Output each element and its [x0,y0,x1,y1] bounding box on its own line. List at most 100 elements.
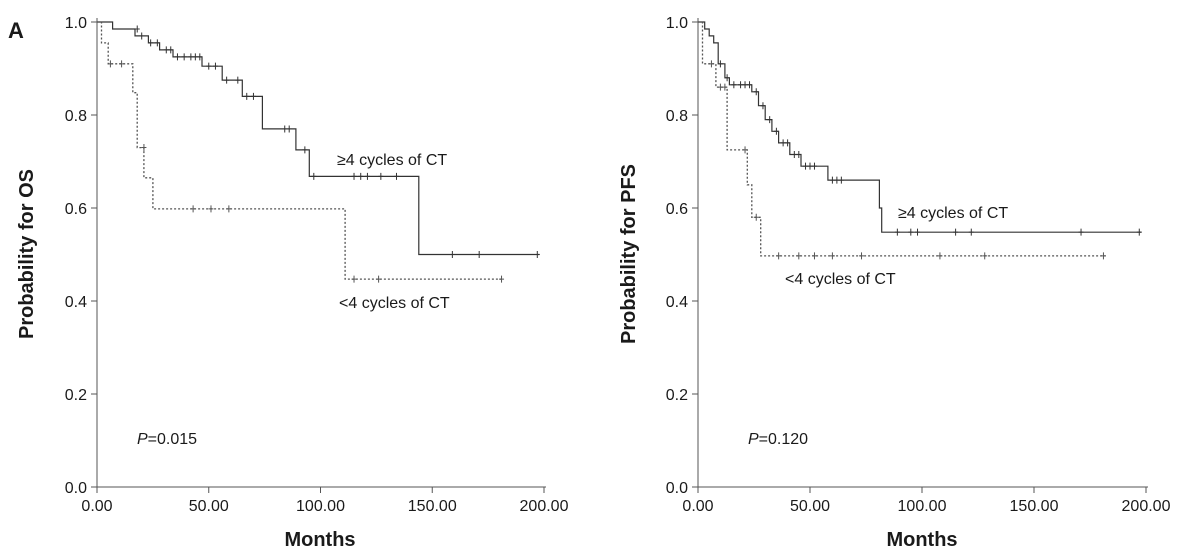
pfs-censor-mark-4-plus [753,88,759,96]
pfs-censor-mark-under-4 [811,252,817,260]
os-y-tick-label: 0.6 [65,201,87,218]
pfs-series-label-4-plus: ≥4 cycles of CT [898,205,1008,222]
os-censor-mark-4-plus [206,62,212,70]
os-censor-mark-under-4 [376,275,382,283]
pfs-p-value-number: =0.120 [759,431,808,448]
pfs-censor-mark-4-plus [780,139,786,147]
pfs-censor-mark-under-4 [717,83,723,91]
pfs-x-tick-label: 200.00 [1122,498,1171,515]
pfs-p-value: P=0.120 [748,431,808,448]
os-censor-mark-under-4 [107,60,113,68]
pfs-censor-mark-under-4 [742,146,748,154]
pfs-curve-4-plus [698,21,1142,233]
pfs-censor-mark-under-4 [722,83,728,91]
os-censor-mark-4-plus [235,76,241,84]
os-x-tick-label: 150.00 [408,498,457,515]
pfs-series-label-under-4: <4 cycles of CT [785,271,896,288]
pfs-censor-mark-under-4 [937,252,943,260]
pfs-censor-mark-under-4 [708,60,714,68]
pfs-censor-mark-4-plus [731,81,737,89]
os-p-value-number: =0.015 [148,431,197,448]
pfs-censor-mark-4-plus [796,151,802,159]
os-censor-mark-4-plus [351,172,357,180]
pfs-censor-mark-4-plus [738,81,744,89]
pfs-p-value-symbol: P [748,431,759,448]
pfs-y-tick-label: 0.6 [666,201,688,218]
os-censor-mark-4-plus [393,172,399,180]
pfs-x-tick-label: 0.00 [682,498,713,515]
os-censor-mark-4-plus [302,146,308,154]
pfs-x-tick-label: 50.00 [790,498,830,515]
pfs-censor-mark-4-plus [773,127,779,135]
os-censor-mark-4-plus [224,76,230,84]
pfs-censor-mark-4-plus [717,60,723,68]
pfs-censor-mark-4-plus [807,162,813,170]
pfs-censor-mark-4-plus [829,176,835,184]
os-censor-mark-4-plus [163,46,169,54]
os-curve-4-plus [97,21,540,256]
pfs-censor-mark-4-plus [747,81,753,89]
pfs-x-axis-label: Months [886,529,957,551]
os-x-tick-label: 200.00 [520,498,569,515]
os-censor-mark-4-plus [181,53,187,61]
pfs-censor-mark-4-plus [953,228,959,236]
os-censor-mark-4-plus [244,92,250,100]
os-censor-mark-under-4 [141,144,147,152]
os-censor-mark-4-plus [358,172,364,180]
pfs-censor-mark-under-4 [796,252,802,260]
pfs-censor-mark-under-4 [1100,252,1106,260]
os-x-tick-label: 0.00 [81,498,112,515]
pfs-y-tick-label: 0.4 [666,294,688,311]
pfs-censor-mark-4-plus [811,162,817,170]
pfs-curves [698,21,1142,260]
os-x-axis-label: Months [284,529,355,551]
os-series-label-under-4: <4 cycles of CT [339,295,450,312]
pfs-censor-mark-4-plus [742,81,748,89]
os-censor-mark-4-plus [286,125,292,133]
pfs-censor-mark-4-plus [767,116,773,124]
os-censor-mark-under-4 [190,205,196,213]
os-censor-mark-under-4 [226,205,232,213]
os-series-label-4-plus: ≥4 cycles of CT [337,152,447,169]
pfs-censor-mark-4-plus [785,139,791,147]
os-censor-mark-4-plus [212,62,218,70]
os-censor-mark-4-plus [139,32,145,40]
os-censor-mark-4-plus [311,172,317,180]
pfs-censor-mark-4-plus [968,228,974,236]
pfs-censor-mark-4-plus [1136,228,1142,236]
pfs-censor-mark-4-plus [838,176,844,184]
os-censor-mark-4-plus [192,53,198,61]
pfs-censor-mark-4-plus [791,151,797,159]
pfs-censor-mark-under-4 [982,252,988,260]
os-censor-mark-4-plus [134,25,140,33]
pfs-y-axis-label: Probability for PFS [618,164,640,344]
pfs-y-tick-label: 1.0 [666,15,688,32]
os-censor-mark-under-4 [351,275,357,283]
os-censor-mark-4-plus [476,251,482,258]
os-censor-mark-4-plus [174,53,180,61]
os-p-value-symbol: P [137,431,148,448]
pfs-censor-mark-under-4 [753,213,759,221]
os-y-tick-label: 0.0 [65,480,87,497]
pfs-censor-mark-4-plus [908,228,914,236]
os-censor-mark-4-plus [364,172,370,180]
os-censor-mark-4-plus [148,39,154,47]
pfs-censor-mark-under-4 [776,252,782,260]
os-censor-mark-4-plus [168,46,174,54]
os-y-tick-label: 0.2 [65,387,87,404]
os-y-tick-label: 0.8 [65,108,87,125]
pfs-censor-mark-4-plus [760,102,766,110]
os-censor-mark-under-4 [499,275,505,283]
pfs-censor-mark-4-plus [1078,228,1084,236]
pfs-y-tick-label: 0.0 [666,480,688,497]
os-survival-plot: 0.00 50.00 100.00 150.00 200.00 0.0 0.2 0.4 0.6 0… [16,15,569,551]
panel-letter: A [8,18,24,43]
pfs-censor-mark-4-plus [803,162,809,170]
pfs-axes: 0.00 50.00 100.00 150.00 200.00 0.0 0.2 0.4 0.6 0… [666,15,1171,515]
pfs-censor-mark-4-plus [724,74,730,82]
os-censor-mark-4-plus [534,251,540,258]
os-x-tick-label: 100.00 [296,498,345,515]
os-y-tick-label: 1.0 [65,15,87,32]
os-axes: 0.00 50.00 100.00 150.00 200.00 0.0 0.2 0.4 0.6 0… [65,15,569,515]
